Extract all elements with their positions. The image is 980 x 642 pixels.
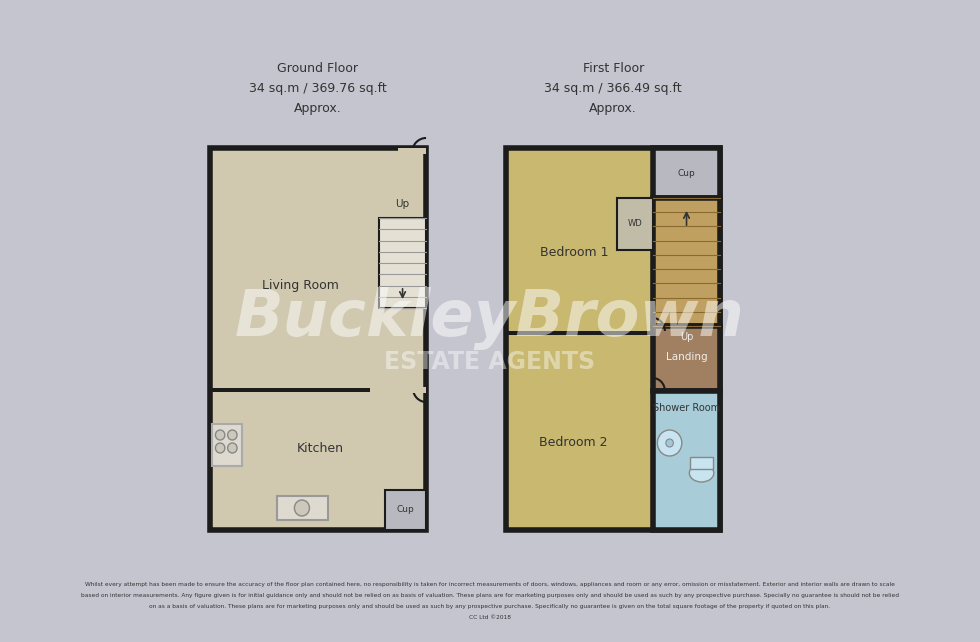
Circle shape bbox=[216, 430, 224, 440]
Text: CC Ltd ©2018: CC Ltd ©2018 bbox=[469, 615, 511, 620]
Text: Cup: Cup bbox=[677, 168, 696, 177]
Bar bbox=[506, 331, 653, 335]
Circle shape bbox=[658, 430, 682, 456]
Bar bbox=[690, 457, 712, 469]
Bar bbox=[653, 198, 720, 326]
Bar bbox=[617, 198, 653, 250]
Bar bbox=[210, 388, 369, 392]
Circle shape bbox=[227, 430, 237, 440]
Text: Ground Floor
34 sq.m / 369.76 sq.ft
Approx.: Ground Floor 34 sq.m / 369.76 sq.ft Appr… bbox=[249, 62, 387, 115]
Bar bbox=[506, 148, 720, 530]
Text: Kitchen: Kitchen bbox=[297, 442, 344, 455]
Circle shape bbox=[665, 439, 673, 447]
Text: BuckleyBrown: BuckleyBrown bbox=[235, 286, 745, 349]
Text: Landing: Landing bbox=[665, 352, 708, 362]
Circle shape bbox=[227, 443, 237, 453]
Text: Up: Up bbox=[396, 199, 410, 209]
Bar bbox=[276, 496, 328, 520]
Ellipse shape bbox=[689, 464, 713, 482]
Text: Bedroom 1: Bedroom 1 bbox=[540, 247, 609, 259]
Bar bbox=[385, 490, 426, 530]
Text: Whilst every attempt has been made to ensure the accuracy of the floor plan cont: Whilst every attempt has been made to en… bbox=[85, 582, 895, 587]
Text: Shower Room: Shower Room bbox=[653, 403, 720, 413]
Text: Up: Up bbox=[680, 332, 693, 342]
Text: Cup: Cup bbox=[397, 505, 415, 514]
Text: on as a basis of valuation. These plans are for marketing purposes only and shou: on as a basis of valuation. These plans … bbox=[149, 604, 831, 609]
Circle shape bbox=[216, 443, 224, 453]
Bar bbox=[653, 326, 720, 391]
Bar bbox=[398, 148, 426, 154]
Text: WD: WD bbox=[627, 220, 642, 229]
Bar bbox=[400, 387, 426, 393]
Text: First Floor
34 sq.m / 366.49 sq.ft
Approx.: First Floor 34 sq.m / 366.49 sq.ft Appro… bbox=[544, 62, 682, 115]
Text: based on interior measurements. Any figure given is for initial guidance only an: based on interior measurements. Any figu… bbox=[81, 593, 899, 598]
Text: Living Room: Living Room bbox=[262, 279, 338, 291]
Bar bbox=[212, 424, 242, 466]
Text: Bedroom 2: Bedroom 2 bbox=[539, 437, 608, 449]
Bar bbox=[210, 148, 426, 530]
Text: ESTATE AGENTS: ESTATE AGENTS bbox=[384, 350, 596, 374]
Bar bbox=[653, 148, 720, 198]
Bar bbox=[379, 218, 426, 308]
Bar bbox=[653, 391, 720, 530]
Circle shape bbox=[294, 500, 310, 516]
